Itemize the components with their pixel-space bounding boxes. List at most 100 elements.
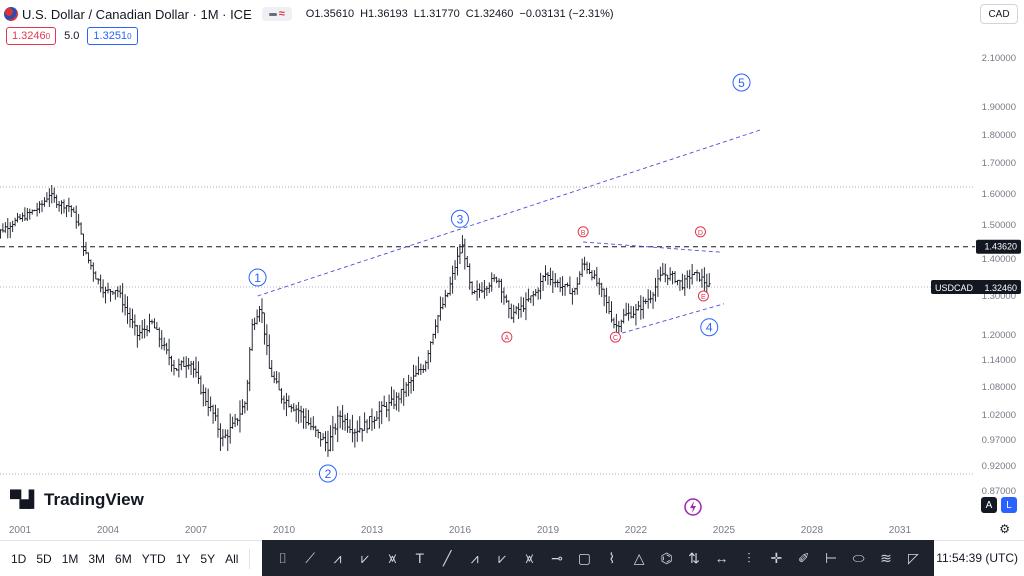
buy-button[interactable]: 1.3251 0 [87, 27, 138, 45]
wave-label-b-circle[interactable] [577, 226, 589, 238]
ohlc-bar [128, 307, 132, 328]
last-price-symbol: USDCAD [935, 283, 974, 293]
ohlc-high-value: 1.36193 [368, 8, 408, 20]
ohlc-bar [580, 258, 584, 277]
ohlc-bar [671, 270, 675, 285]
ohlc-bar [218, 423, 222, 452]
ohlc-bar [382, 395, 386, 408]
wave-label-a-circle[interactable] [501, 331, 513, 343]
drawing-toolbar: ⌷ ⟋ ⩘ ⩗ ⩙ T ╱ ⩘ ⩗ ⩙ ⊸ ▢ ⌇ △ ⌬ ⇅ ↔ ⫶ ✛ ✐ ⊢ ⬭ ≋ ◸ [262, 540, 934, 576]
cross-icon[interactable]: ✛ [770, 549, 783, 566]
tradingview-logo[interactable]: ▀▄▌ TradingView [10, 490, 144, 510]
spread-value: 5.0 [64, 30, 80, 42]
y-tick-label: 1.60000 [982, 189, 1016, 200]
x-tick-label: 2013 [361, 525, 384, 536]
elliott-15-icon[interactable]: ⩘ [333, 549, 342, 566]
wave-label-e-circle[interactable] [697, 290, 709, 302]
ohlc-bar [551, 270, 555, 293]
ohlc-bar [64, 205, 68, 218]
ohlc-bar [514, 306, 518, 315]
lightning-icon[interactable] [684, 498, 702, 516]
ellipse-icon[interactable]: ⬭ [852, 549, 865, 566]
price-chart[interactable]: 1 2 3 4 5 A B C D E 2.10000 1.90000 1.80000 1.70000 1.… [0, 0, 1024, 540]
sell-button[interactable]: 1.3246 0 [6, 27, 57, 45]
fib-icon[interactable]: ≋ [880, 549, 892, 566]
horizontal-icon[interactable]: ⊸ [551, 549, 563, 566]
timeframe-1m[interactable]: 1M [61, 551, 79, 566]
timeframe-all[interactable]: All [225, 551, 239, 566]
ohlc-bar [304, 408, 308, 429]
indicator-toggle-button[interactable]: ≈ [261, 7, 292, 21]
ac-icon[interactable]: ⩘ [470, 549, 479, 566]
ohlc-bar [485, 286, 489, 296]
currency-button[interactable]: CAD [980, 4, 1018, 24]
minus-icon [268, 12, 277, 16]
wave-label-a: A [505, 335, 510, 342]
ohlc-bar [130, 308, 134, 329]
auto-scale-button[interactable]: A [981, 497, 997, 513]
wave-label-d-circle[interactable] [694, 226, 706, 238]
symbol-title[interactable]: U.S. Dollar / Canadian Dollar · 1M · ICE [22, 6, 252, 22]
path-icon[interactable]: ⌇ [608, 549, 616, 566]
ohlc-bar [324, 431, 328, 452]
ohlc-bar [404, 382, 408, 397]
ohlc-bar [69, 205, 73, 218]
chart-area[interactable]: 1 2 3 4 5 A B C D E 2.10000 1.90000 1.80000 1.70000 1.… [0, 0, 1024, 540]
ohlc-high-label: H [360, 8, 369, 20]
ohlc-bar [590, 270, 594, 281]
price-range-icon[interactable]: ⊢ [825, 549, 838, 566]
ohlc-bar [504, 294, 508, 303]
ruler-icon[interactable]: ◸ [908, 549, 919, 566]
log-scale-button[interactable]: L [1001, 497, 1017, 513]
ohlc-bar [55, 194, 59, 209]
wave-label-c-circle[interactable] [609, 331, 621, 343]
vline-icon[interactable]: ⫶ [747, 549, 751, 566]
ohlc-bar [558, 277, 562, 293]
long-short-icon[interactable]: ⇅ [688, 549, 700, 566]
ohlc-bar [521, 297, 525, 312]
triangle-icon[interactable]: △ [633, 549, 645, 566]
wave-label-5-circle[interactable] [732, 73, 751, 92]
trend-icon[interactable]: ⟋ [305, 549, 316, 566]
x-tick-label: 2025 [713, 525, 736, 536]
trendline-2[interactable] [615, 303, 725, 336]
calendar-icon[interactable]: ⌷ [278, 549, 287, 566]
timeframe-5y[interactable]: 5Y [200, 551, 216, 566]
ohlc-bar [309, 417, 313, 431]
elliott-ae-icon[interactable]: ⩗ [361, 549, 369, 566]
quote-panel: 1.3246 0 5.0 1.3251 0 [6, 27, 138, 45]
ohlc-bar [331, 415, 335, 452]
wave-label-3-circle[interactable] [450, 209, 469, 228]
abcd-icon[interactable]: ⩙ [388, 549, 397, 566]
trendline-1[interactable] [257, 128, 763, 297]
timeframe-1d[interactable]: 1D [11, 551, 27, 566]
wy-icon[interactable]: ⩗ [498, 549, 507, 566]
ohlc-bar [72, 207, 76, 213]
wz-icon[interactable]: ⩙ [525, 549, 534, 566]
text-icon[interactable]: T [415, 550, 425, 566]
settings-gear-icon[interactable]: ⚙ [999, 522, 1010, 536]
ohlc-bar [211, 404, 215, 424]
brand-name: TradingView [44, 490, 144, 509]
ohlc-bar [666, 274, 670, 286]
timeframe-3m[interactable]: 3M [88, 551, 106, 566]
timeframe-5d[interactable]: 5D [36, 551, 52, 566]
pattern-icon[interactable]: ⌬ [660, 549, 673, 566]
timeframe-6m[interactable]: 6M [115, 551, 132, 566]
ohlc-bar [228, 413, 232, 444]
brush-icon[interactable]: ✐ [797, 549, 810, 566]
rect-icon[interactable]: ▢ [577, 549, 591, 566]
line-icon[interactable]: ╱ [443, 549, 452, 566]
timeframe-1y[interactable]: 1Y [175, 551, 191, 566]
wave-label-2-circle[interactable] [318, 464, 337, 483]
ohlc-bar [649, 290, 653, 304]
wave-label-4-circle[interactable] [700, 318, 719, 337]
candles-group [0, 185, 711, 457]
wave-label-1-circle[interactable] [248, 268, 267, 287]
range-icon[interactable]: ↔ [714, 550, 729, 566]
ohlc-bar [47, 188, 51, 208]
ohlc-bar [106, 282, 110, 294]
ohlc-bar [519, 296, 523, 318]
timeframe-ytd[interactable]: YTD [141, 551, 166, 566]
trendline-3[interactable] [583, 241, 722, 253]
